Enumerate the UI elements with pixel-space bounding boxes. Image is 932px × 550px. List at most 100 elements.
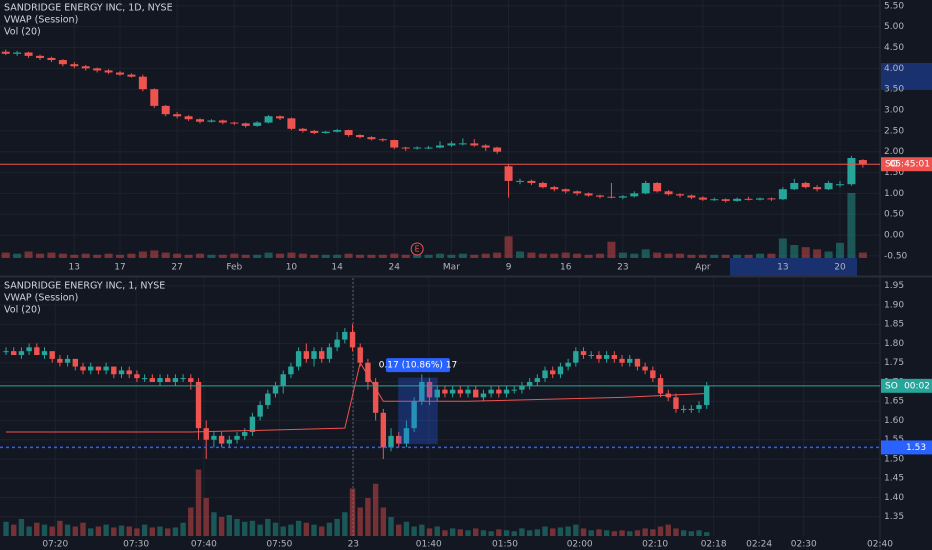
candle-body <box>365 362 371 382</box>
volume-bar <box>334 518 340 536</box>
candle-body <box>372 381 379 413</box>
crosshair-price-label: 1.53 <box>906 443 926 453</box>
volume-bar <box>196 253 204 258</box>
candle-body <box>401 147 410 149</box>
volume-bar <box>447 254 456 258</box>
volume-bar <box>744 254 753 258</box>
candle-body <box>480 393 487 398</box>
candle-body <box>3 351 9 353</box>
volume-bar <box>611 531 618 536</box>
x-tick-label: 27 <box>171 263 182 273</box>
candle-body <box>744 198 753 200</box>
candle-body <box>103 366 109 371</box>
volume-bar <box>265 518 271 536</box>
candle-body <box>378 139 387 141</box>
volume-bar <box>733 254 742 258</box>
candle-body <box>380 412 387 448</box>
price-tag-symbol: SO <box>885 381 898 391</box>
candle-body <box>344 130 353 136</box>
volume-bar <box>813 249 822 258</box>
x-tick-label: Mar <box>443 263 460 273</box>
volume-bar <box>698 254 707 258</box>
volume-bar <box>511 531 517 536</box>
x-tick-label: Apr <box>695 263 711 273</box>
candle-body <box>488 389 494 394</box>
candle-body <box>257 405 263 417</box>
volume-bar <box>596 253 604 258</box>
candle-body <box>778 189 787 200</box>
y-tick-label: 1.50 <box>884 168 904 178</box>
x-tick-label: 01:50 <box>492 540 518 550</box>
x-tick-label: 20 <box>834 263 846 273</box>
volume-bar <box>257 524 263 536</box>
volume-bar <box>72 526 79 536</box>
candle-body <box>349 331 356 348</box>
volume-bar <box>801 247 810 258</box>
volume-bar <box>344 253 353 258</box>
candle-body <box>234 435 240 440</box>
y-tick-label: 0.00 <box>884 231 904 241</box>
candle-body <box>588 355 594 357</box>
volume-bar <box>356 254 364 258</box>
candle-body <box>126 370 132 375</box>
candle-body <box>426 381 433 398</box>
volume-bar <box>550 528 556 536</box>
volume-bar <box>326 522 333 536</box>
volume-bar <box>565 526 571 536</box>
candle-body <box>516 180 524 182</box>
candle-body <box>858 160 867 165</box>
volume-bar <box>342 512 348 536</box>
volume-bar <box>527 252 536 258</box>
candle-body <box>596 195 604 197</box>
volume-bar <box>57 520 63 536</box>
price-tag-countdown: 05:45:01 <box>890 160 930 170</box>
candle-body <box>511 389 517 391</box>
volume-bar <box>653 252 662 258</box>
candle-body <box>504 166 513 181</box>
x-tick-label: 07:30 <box>123 540 149 550</box>
volume-bar <box>630 253 639 258</box>
y-tick-label: 1.45 <box>884 474 904 484</box>
y-tick-label: 4.00 <box>884 64 904 74</box>
candle-body <box>165 378 171 382</box>
volume-bar <box>607 241 616 258</box>
volume-bar <box>93 254 102 258</box>
crosshair-price-tag <box>881 440 932 455</box>
event-marker <box>410 242 424 256</box>
volume-bar <box>150 250 159 258</box>
candle-body <box>481 145 490 148</box>
candle-body <box>733 198 742 201</box>
candle-body <box>287 118 296 129</box>
candle-body <box>436 145 444 148</box>
candle-body <box>573 191 582 194</box>
candle-body <box>18 351 25 356</box>
legend-title: SANDRIDGE ENERGY INC, 1D, NYSE <box>4 3 173 14</box>
y-tick-label: 1.00 <box>884 189 904 199</box>
candle-body <box>447 143 456 146</box>
volume-bar <box>319 526 325 536</box>
volume-bar <box>696 530 702 536</box>
volume-bar <box>253 254 262 258</box>
candle-body <box>673 397 679 409</box>
volume-bar <box>458 253 467 258</box>
volume-bar <box>664 253 673 258</box>
volume-bar <box>488 531 494 536</box>
price-tag-countdown: 00:02 <box>904 381 930 391</box>
candle-body <box>1 51 10 54</box>
volume-bar <box>480 530 487 536</box>
volume-bar <box>390 253 399 258</box>
volume-bar <box>134 528 140 536</box>
candle-body <box>411 401 417 429</box>
volume-bar <box>618 252 627 258</box>
y-tick-label: 1.35 <box>884 512 904 522</box>
candle-body <box>184 116 193 120</box>
candle-body <box>607 196 616 198</box>
volume-bar <box>287 252 296 258</box>
vwap-line <box>6 361 707 433</box>
legend-indicator: VWAP (Session) <box>4 293 78 304</box>
y-tick-label: 3.00 <box>884 106 904 116</box>
candle-body <box>596 355 602 359</box>
candle-body <box>118 370 125 375</box>
volume-bar <box>634 530 641 536</box>
candle-body <box>180 378 186 380</box>
